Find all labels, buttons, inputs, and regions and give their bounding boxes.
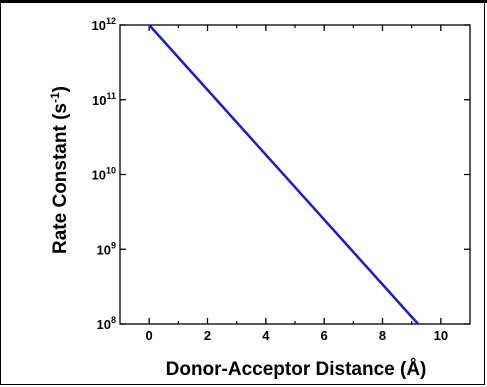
y-axis-ticks: 108 109 1010 1011 1012 (92, 16, 470, 332)
x-axis-title: Donor-Acceptor Distance (Å) (166, 359, 427, 380)
x-tick-label: 10 (434, 328, 448, 343)
plot-border (119, 24, 471, 325)
frame-top-border (0, 0, 487, 3)
y-axis-title-close: ) (50, 86, 71, 92)
x-tick-label: 2 (204, 328, 211, 343)
x-axis-ticks: 0 2 4 6 8 10 (146, 25, 448, 343)
x-tick-label: 8 (379, 328, 386, 343)
y-axis-title: Rate Constant (s-1) (48, 86, 71, 254)
y-tick-label: 1012 (92, 16, 116, 33)
y-axis-title-sup: -1 (48, 92, 62, 103)
series-layer (148, 24, 420, 325)
y-tick-label: 1010 (92, 166, 116, 183)
x-tick-label: 0 (146, 328, 153, 343)
y-tick-label: 1011 (92, 91, 116, 108)
x-tick-label: 4 (262, 328, 270, 343)
y-tick-label: 109 (97, 240, 116, 257)
y-tick-label: 108 (97, 315, 116, 332)
plot-area (119, 24, 471, 325)
x-tick-label: 6 (321, 328, 328, 343)
y-axis-title-main: Rate Constant (s (50, 103, 71, 254)
series-line-0 (148, 24, 420, 325)
